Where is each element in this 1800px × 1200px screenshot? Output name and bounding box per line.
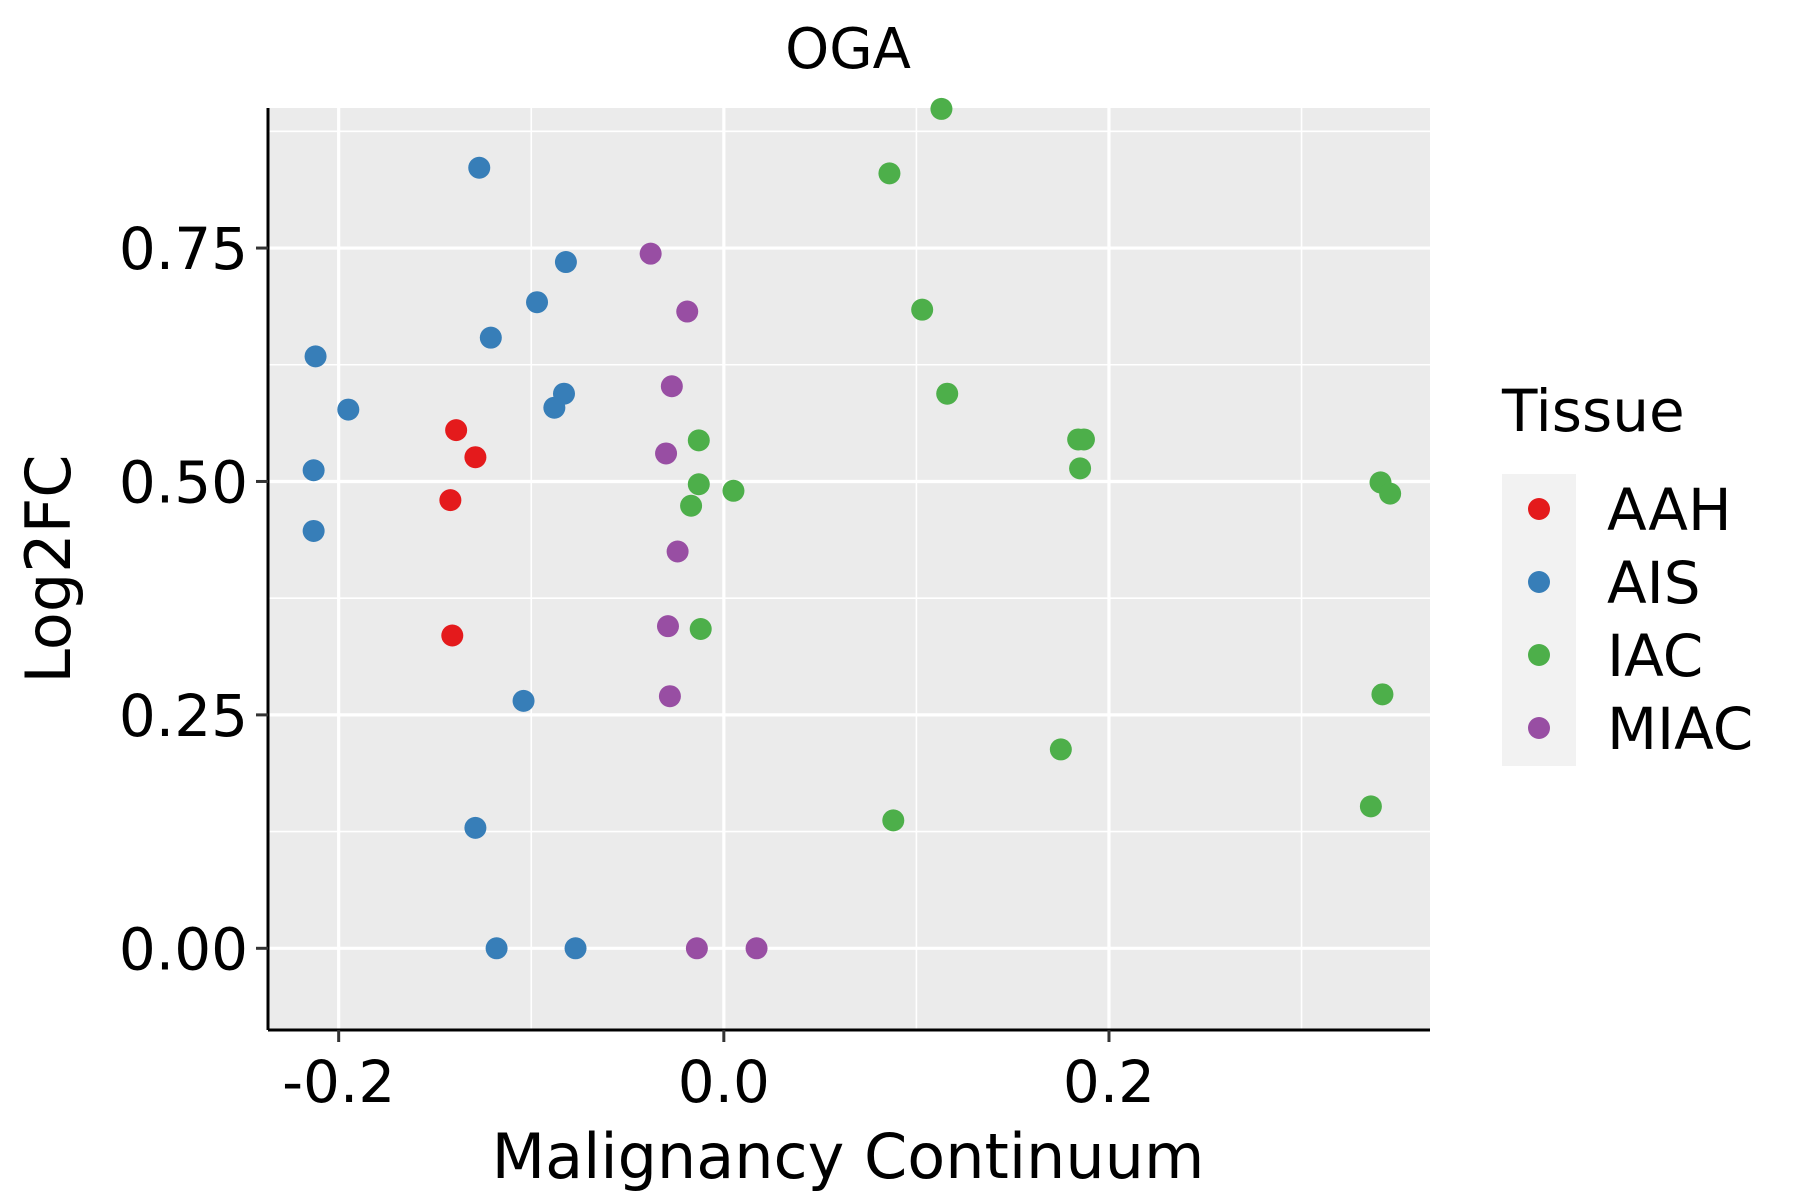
legend-key-iac — [1528, 644, 1550, 666]
data-point-ais — [468, 156, 491, 179]
data-point-iac — [687, 429, 710, 452]
data-point-miac — [676, 300, 699, 323]
data-point-iac — [1069, 457, 1092, 480]
data-point-iac — [689, 617, 712, 640]
data-point-miac — [656, 615, 679, 638]
x-tick-label: -0.2 — [282, 1048, 395, 1116]
data-point-iac — [1359, 795, 1382, 818]
data-point-ais — [479, 326, 502, 349]
data-point-ais — [337, 398, 360, 421]
y-tick-label: 0.50 — [119, 448, 248, 516]
y-axis-label: Log2FC — [12, 454, 85, 683]
y-tick-label: 0.00 — [119, 915, 248, 983]
data-point-iac — [680, 494, 703, 517]
x-tick-label: 0.2 — [1063, 1048, 1155, 1116]
data-point-ais — [512, 689, 535, 712]
legend-key-aah — [1528, 498, 1550, 520]
data-point-miac — [655, 442, 678, 465]
data-point-iac — [1371, 683, 1394, 706]
data-point-iac — [722, 479, 745, 502]
data-point-iac — [1072, 428, 1095, 451]
y-axis-ticks: 0.00 0.25 0.50 0.75 — [119, 215, 268, 983]
data-point-ais — [554, 251, 577, 274]
plot-panel — [268, 108, 1430, 1030]
y-tick-label: 0.75 — [119, 215, 248, 283]
data-point-miac — [639, 242, 662, 265]
legend-key-ais — [1528, 571, 1550, 593]
data-point-iac — [1379, 482, 1402, 505]
data-point-miac — [660, 375, 683, 398]
legend-label-ais: AIS — [1607, 549, 1701, 617]
legend-label-iac: IAC — [1607, 622, 1703, 690]
data-point-ais — [464, 816, 487, 839]
data-point-miac — [666, 540, 689, 563]
data-point-iac — [1049, 738, 1072, 761]
data-point-ais — [302, 519, 325, 542]
legend-label-miac: MIAC — [1607, 695, 1753, 763]
data-point-aah — [439, 489, 462, 512]
data-point-iac — [911, 298, 934, 321]
data-point-ais — [304, 345, 327, 368]
data-point-iac — [878, 162, 901, 185]
legend-key-miac — [1528, 717, 1550, 739]
data-point-miac — [685, 937, 708, 960]
data-point-ais — [485, 937, 508, 960]
data-point-iac — [882, 809, 905, 832]
data-point-miac — [658, 685, 681, 708]
data-point-ais — [302, 459, 325, 482]
data-point-ais — [564, 937, 587, 960]
x-tick-label: 0.0 — [678, 1048, 770, 1116]
data-point-iac — [687, 473, 710, 496]
chart-title: OGA — [785, 17, 911, 82]
y-tick-label: 0.25 — [119, 682, 248, 750]
data-point-iac — [930, 97, 953, 120]
x-axis-ticks: -0.2 0.0 0.2 — [282, 1030, 1155, 1116]
data-point-aah — [445, 419, 468, 442]
legend-label-aah: AAH — [1607, 476, 1732, 544]
gridlines — [268, 108, 1430, 1030]
legend-title: Tissue — [1501, 377, 1685, 445]
data-point-iac — [936, 382, 959, 405]
data-point-ais — [543, 396, 566, 419]
data-point-ais — [526, 291, 549, 314]
data-points — [302, 97, 1402, 960]
data-point-miac — [745, 937, 768, 960]
data-point-aah — [464, 446, 487, 469]
x-axis-label: Malignancy Continuum — [492, 1120, 1205, 1193]
data-point-aah — [441, 624, 464, 647]
